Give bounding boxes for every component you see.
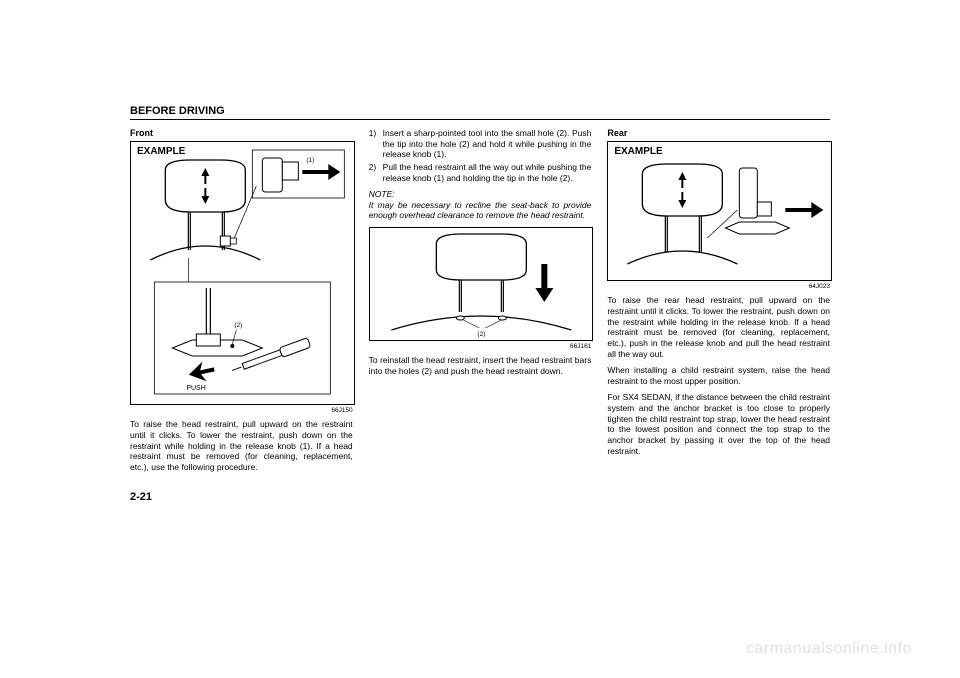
reinstall-body: To reinstall the head restraint, insert … bbox=[369, 355, 592, 376]
note-body: It may be necessary to recline the seat-… bbox=[369, 200, 592, 221]
callout-1: (1) bbox=[306, 157, 314, 164]
rear-headrest-diagram bbox=[608, 142, 831, 280]
page-number: 2-21 bbox=[130, 491, 152, 503]
rear-caption: 64J023 bbox=[607, 283, 830, 291]
watermark: carmanualsonline.info bbox=[746, 640, 912, 658]
section-header: BEFORE DRIVING bbox=[130, 105, 830, 120]
front-body-text: To raise the head restraint, pull upward… bbox=[130, 419, 353, 472]
reinstall-diagram: (2) bbox=[370, 228, 593, 340]
step-2: 2)Pull the head restraint all the way ou… bbox=[369, 162, 592, 183]
rear-p2: When installing a child restraint system… bbox=[607, 365, 830, 386]
column-layout: Front EXAMPLE (1) bbox=[130, 128, 830, 473]
front-subhead: Front bbox=[130, 128, 353, 139]
push-label: PUSH bbox=[186, 385, 205, 392]
step-1: 1)Insert a sharp-pointed tool into the s… bbox=[369, 128, 592, 160]
rear-subhead: Rear bbox=[607, 128, 830, 139]
callout-2b: (2) bbox=[477, 331, 485, 338]
removal-steps: 1)Insert a sharp-pointed tool into the s… bbox=[369, 128, 592, 183]
rear-p1: To raise the rear head restraint, pull u… bbox=[607, 295, 830, 359]
callout-2: (2) bbox=[234, 322, 242, 329]
column-3: Rear EXAMPLE bbox=[607, 128, 830, 473]
reinstall-caption: 66J161 bbox=[369, 343, 592, 351]
column-1: Front EXAMPLE (1) bbox=[130, 128, 353, 473]
example-label: EXAMPLE bbox=[137, 146, 185, 159]
front-figure-caption: 66J150 bbox=[130, 407, 353, 415]
front-figure: EXAMPLE (1) bbox=[130, 141, 355, 405]
reinstall-figure: (2) bbox=[369, 227, 594, 341]
column-2: 1)Insert a sharp-pointed tool into the s… bbox=[369, 128, 592, 473]
front-headrest-diagram: (1) bbox=[131, 142, 354, 404]
note-heading: NOTE: bbox=[369, 189, 592, 200]
example-label-rear: EXAMPLE bbox=[614, 146, 662, 159]
rear-p3: For SX4 SEDAN, if the distance between t… bbox=[607, 392, 830, 456]
rear-figure: EXAMPLE bbox=[607, 141, 832, 281]
page-content: BEFORE DRIVING Front EXAMPLE (1) bbox=[130, 105, 830, 473]
